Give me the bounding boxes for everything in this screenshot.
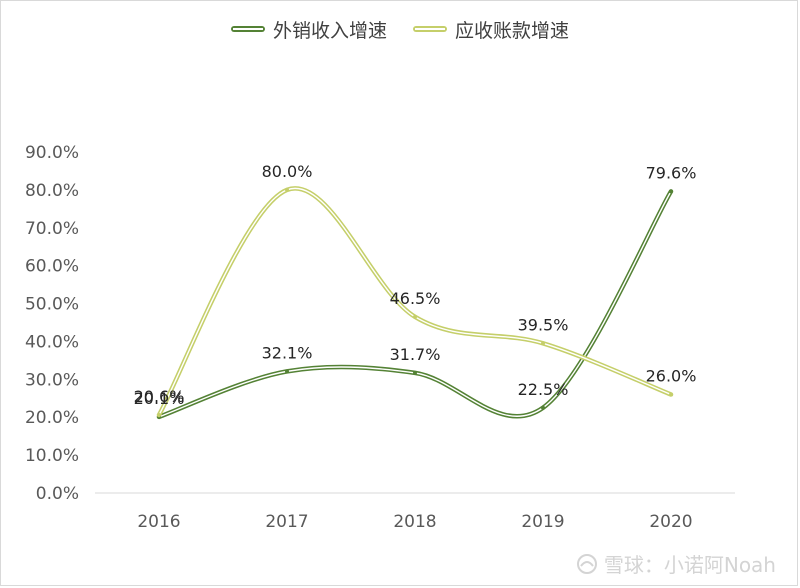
y-tick-label: 80.0% <box>25 181 79 201</box>
x-tick-label: 2020 <box>649 512 692 532</box>
legend-item-export-revenue-growth: 外销收入增速 <box>230 16 387 43</box>
data-label-export-revenue-growth: 32.1% <box>262 343 313 362</box>
axes: 0.0% 10.0% 20.0% 30.0% 40.0% 50.0% 60.0% 70.0% 8… <box>25 143 735 532</box>
legend: 外销收入增速 应收账款增速 <box>0 14 800 44</box>
y-tick-label: 90.0% <box>25 143 79 163</box>
series-line-core-receivables-growth <box>158 187 672 416</box>
data-label-receivables-growth: 46.5% <box>390 289 441 308</box>
data-label-receivables-growth: 39.5% <box>518 315 569 334</box>
data-label-layer: 20.1% 32.1% 31.7% 22.5% 79.6% 20.6% 80.0% 46.5%… <box>134 162 697 408</box>
data-label-export-revenue-growth: 22.5% <box>518 380 569 399</box>
y-tick-label: 10.0% <box>25 446 79 466</box>
data-point-receivables-growth <box>413 314 417 319</box>
data-point-export-revenue-growth <box>413 370 417 375</box>
y-tick-label: 50.0% <box>25 295 79 315</box>
data-point-receivables-growth <box>541 341 545 346</box>
y-tick-label: 0.0% <box>36 484 79 504</box>
x-tick-label: 2018 <box>393 512 436 532</box>
data-point-export-revenue-growth <box>285 369 289 374</box>
data-point-receivables-growth <box>157 412 161 417</box>
data-label-export-revenue-growth: 79.6% <box>646 163 697 182</box>
data-label-receivables-growth: 26.0% <box>646 366 697 385</box>
legend-swatch-receivables-growth <box>413 26 447 32</box>
x-tick-label: 2017 <box>265 512 308 532</box>
x-tick-label: 2019 <box>521 512 564 532</box>
legend-item-receivables-growth: 应收账款增速 <box>413 16 569 43</box>
legend-label-export-revenue-growth: 外销收入增速 <box>272 19 387 42</box>
series-line-core-export-revenue-growth <box>158 190 672 418</box>
y-tick-label: 70.0% <box>25 219 79 239</box>
series-layer <box>156 186 674 420</box>
snowball-logo-icon <box>576 553 597 574</box>
data-label-export-revenue-growth: 31.7% <box>390 345 441 364</box>
y-tick-label: 40.0% <box>25 332 79 352</box>
data-label-receivables-growth: 80.0% <box>262 162 313 181</box>
legend-label-receivables-growth: 应收账款增速 <box>455 19 570 42</box>
data-point-export-revenue-growth <box>669 189 673 194</box>
data-label-export-revenue-growth: 20.1% <box>134 389 185 408</box>
watermark: 雪球：小诺阿Noah <box>576 549 776 578</box>
data-label-receivables-growth: 20.6% <box>134 387 185 406</box>
data-point-receivables-growth <box>285 187 289 192</box>
data-point-export-revenue-growth <box>541 405 545 410</box>
y-tick-label: 20.0% <box>25 408 79 428</box>
legend-swatch-export-revenue-growth <box>230 26 265 32</box>
y-tick-label: 60.0% <box>25 257 79 277</box>
y-tick-label: 30.0% <box>25 370 79 390</box>
x-tick-label: 2016 <box>137 512 180 532</box>
data-point-receivables-growth <box>669 392 673 397</box>
watermark-text: 雪球：小诺阿Noah <box>603 553 776 577</box>
